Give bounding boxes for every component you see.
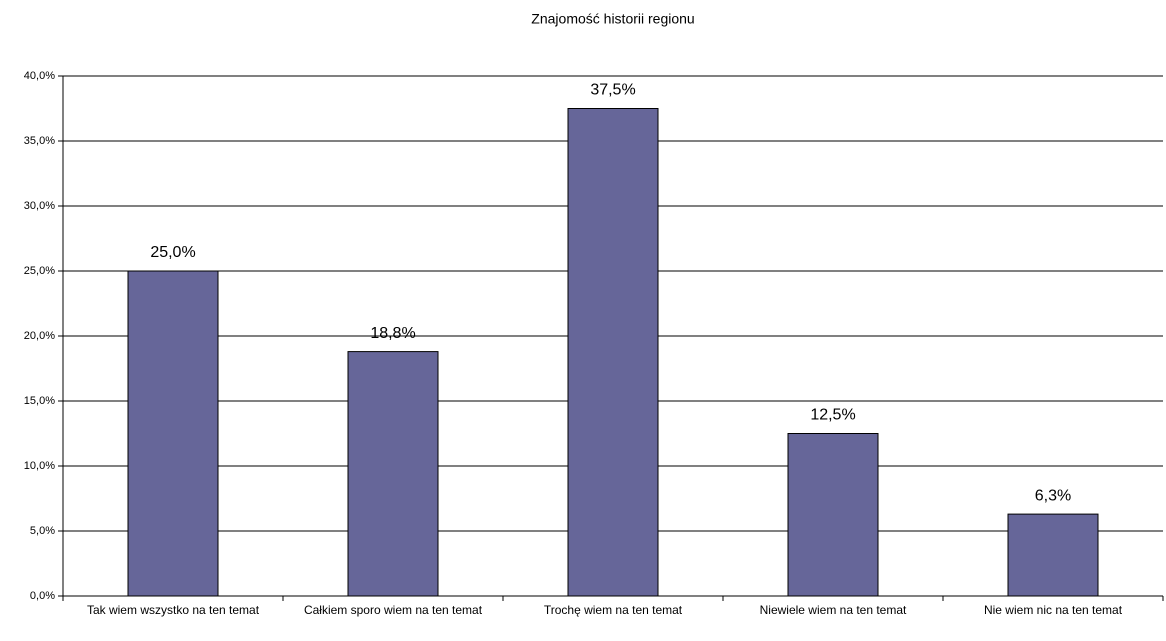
y-tick-label: 5,0% [30,525,55,537]
x-tick-label: Niewiele wiem na ten temat [759,603,907,617]
y-tick-label: 35,0% [24,135,55,147]
value-label: 18,8% [370,325,415,342]
bar [347,351,439,597]
bar [127,270,219,597]
bar [1007,513,1099,597]
x-tick-label: Trochę wiem na ten temat [543,603,683,617]
y-tick-label: 30,0% [24,200,55,212]
chart-title: Znajomość historii regionu [531,11,694,27]
bar [567,108,659,597]
x-tick-label: Nie wiem nic na ten temat [983,603,1123,617]
y-tick-label: 0,0% [30,590,55,602]
bar [787,433,879,597]
x-tick-label: Tak wiem wszystko na ten temat [86,603,260,617]
value-label: 6,3% [1035,487,1071,504]
value-label: 25,0% [150,244,195,261]
y-tick-label: 25,0% [24,265,55,277]
value-label: 12,5% [810,407,855,424]
y-tick-label: 40,0% [24,70,55,82]
y-tick-label: 20,0% [24,330,55,342]
y-tick-label: 10,0% [24,460,55,472]
x-tick-label: Całkiem sporo wiem na ten temat [303,603,483,617]
value-label: 37,5% [590,82,635,99]
y-tick-label: 15,0% [24,395,55,407]
